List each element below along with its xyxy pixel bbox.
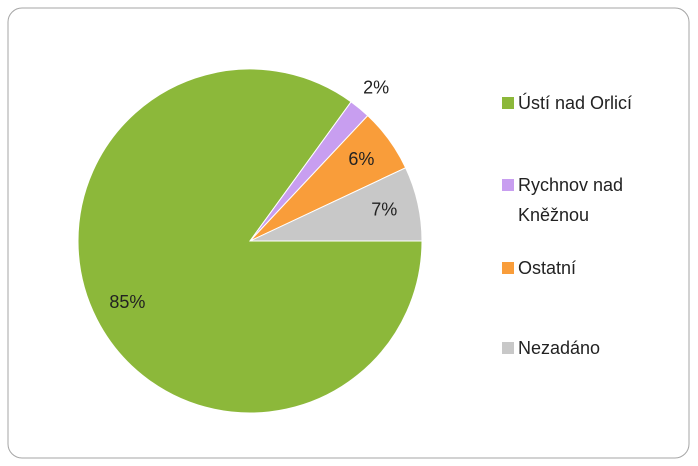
- legend-swatch: [502, 342, 514, 354]
- legend-label: Ústí nad Orlicí: [518, 93, 633, 113]
- pie-slice: [249, 167, 423, 242]
- legend-item: Nezadáno: [502, 333, 682, 363]
- legend-label: Ostatní: [518, 258, 577, 278]
- legend-item: Ostatní: [502, 253, 682, 283]
- legend-item: Ústí nad Orlicí: [502, 88, 682, 118]
- legend-label: Nezadáno: [518, 338, 601, 358]
- legend-label: Rychnov nad Kněžnou: [518, 175, 624, 225]
- legend-swatch: [502, 97, 514, 109]
- legend-swatch: [502, 262, 514, 274]
- data-label: 2%: [363, 77, 389, 97]
- data-label: 6%: [348, 149, 374, 169]
- data-label: 85%: [109, 292, 145, 312]
- legend-item: Rychnov nad Kněžnou: [502, 170, 682, 230]
- legend-swatch: [502, 179, 514, 191]
- data-label: 7%: [371, 200, 397, 220]
